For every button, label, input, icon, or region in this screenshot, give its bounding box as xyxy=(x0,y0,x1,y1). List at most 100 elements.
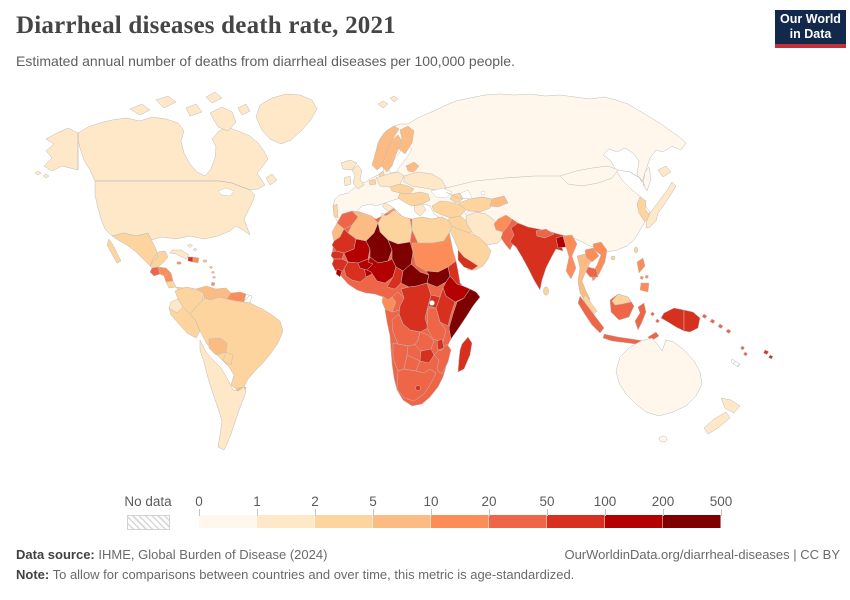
country-mexico[interactable] xyxy=(111,232,169,269)
country-tanzania[interactable] xyxy=(426,307,447,343)
country-iceland[interactable] xyxy=(340,159,358,171)
country-australia[interactable] xyxy=(615,337,703,417)
country-angola[interactable] xyxy=(391,313,421,347)
country-paraguay[interactable] xyxy=(222,351,234,366)
country-new-caledonia[interactable] xyxy=(730,358,741,368)
owid-logo[interactable]: Our World in Data xyxy=(775,10,846,48)
country-sierra-leone-liberia[interactable] xyxy=(335,268,343,278)
country-canada[interactable] xyxy=(77,116,269,191)
country-usa[interactable] xyxy=(94,180,256,241)
country-germany-poland[interactable] xyxy=(375,171,405,188)
country-solomon-islands[interactable] xyxy=(701,313,732,334)
country-turkey[interactable] xyxy=(431,200,467,219)
legend-segment[interactable] xyxy=(663,515,721,528)
footer-link[interactable]: OurWorldinData.org/diarrheal-diseases | … xyxy=(564,547,840,562)
country-tasmania[interactable] xyxy=(658,435,668,443)
country-greenland[interactable] xyxy=(255,93,318,145)
country-finland[interactable] xyxy=(397,125,415,155)
country-philippines[interactable] xyxy=(636,257,650,293)
country-ireland[interactable] xyxy=(343,175,352,187)
country-vanuatu[interactable] xyxy=(740,345,748,357)
country-yemen[interactable] xyxy=(457,249,479,271)
country-lesser-antilles[interactable] xyxy=(208,265,217,280)
legend-tick-label: 1 xyxy=(253,494,261,509)
legend-tick-mark xyxy=(431,509,432,516)
country-sulawesi[interactable] xyxy=(634,302,647,331)
country-argentina-chile[interactable] xyxy=(199,339,247,451)
country-hainan[interactable] xyxy=(610,255,616,261)
country-papua-new-guinea[interactable] xyxy=(683,309,701,333)
country-brazil[interactable] xyxy=(189,296,284,392)
country-puerto-rico[interactable] xyxy=(202,259,208,263)
legend-segment[interactable] xyxy=(547,515,605,528)
country-malaysia-borneo[interactable] xyxy=(611,293,632,306)
legend-segment[interactable] xyxy=(605,515,663,528)
country-haiti[interactable] xyxy=(187,256,194,263)
country-sri-lanka[interactable] xyxy=(543,286,549,296)
border-russia-china xyxy=(617,169,646,187)
legend-tick-label: 200 xyxy=(651,494,675,509)
country-thailand[interactable] xyxy=(576,253,592,304)
data-source-label: Data source: xyxy=(16,547,95,562)
country-jamaica[interactable] xyxy=(176,261,182,265)
country-greece[interactable] xyxy=(413,203,427,217)
country-mozambique[interactable] xyxy=(433,343,452,375)
legend-segment[interactable] xyxy=(431,515,489,528)
country-norway[interactable] xyxy=(371,125,400,171)
country-india[interactable] xyxy=(509,222,567,291)
country-baja-california[interactable] xyxy=(106,238,122,264)
country-alaska[interactable] xyxy=(43,127,79,172)
country-portugal[interactable] xyxy=(332,203,339,219)
country-trinidad[interactable] xyxy=(210,281,216,287)
country-central-europe[interactable] xyxy=(389,183,415,195)
legend-tick-label: 2 xyxy=(311,494,319,509)
country-eurasia-base[interactable] xyxy=(332,93,687,253)
country-saudi-arabia[interactable] xyxy=(446,223,492,271)
country-dominican-republic[interactable] xyxy=(192,256,200,264)
country-somalia[interactable] xyxy=(448,288,481,340)
country-mongolia[interactable] xyxy=(559,165,619,187)
country-south-sudan[interactable] xyxy=(425,266,451,288)
lake-victoria xyxy=(429,300,435,306)
footer-note-label: Note: xyxy=(16,567,50,582)
country-lesotho[interactable] xyxy=(415,385,421,391)
country-south-africa[interactable] xyxy=(396,368,437,402)
country-nepal[interactable] xyxy=(535,228,555,239)
country-zimbabwe[interactable] xyxy=(419,348,435,364)
country-iran[interactable] xyxy=(465,211,505,246)
country-guatemala[interactable] xyxy=(149,266,161,277)
country-myanmar[interactable] xyxy=(562,234,578,280)
country-arctic-islands[interactable] xyxy=(129,91,399,132)
country-madagascar[interactable] xyxy=(457,336,473,373)
legend-segment[interactable] xyxy=(315,515,373,528)
country-bahamas[interactable] xyxy=(187,243,198,252)
country-papua-indonesia[interactable] xyxy=(660,307,685,332)
country-guinea[interactable] xyxy=(331,258,349,276)
legend-segment[interactable] xyxy=(373,515,431,528)
country-namibia[interactable] xyxy=(392,342,409,372)
country-baltic-states[interactable] xyxy=(405,161,420,173)
country-taiwan[interactable] xyxy=(633,246,639,254)
country-japan[interactable] xyxy=(645,165,677,229)
country-costa-rica[interactable] xyxy=(165,280,177,289)
legend-tick-label: 100 xyxy=(593,494,617,509)
country-moluccas[interactable] xyxy=(650,311,660,324)
legend-tick-label: 50 xyxy=(539,494,555,509)
country-newfoundland[interactable] xyxy=(265,173,278,186)
country-cambodia[interactable] xyxy=(585,266,599,278)
country-fiji[interactable] xyxy=(763,349,774,360)
legend-segment[interactable] xyxy=(257,515,315,528)
country-new-zealand[interactable] xyxy=(703,397,741,435)
country-egypt[interactable] xyxy=(411,216,453,244)
legend-segment[interactable] xyxy=(489,515,547,528)
country-benelux[interactable] xyxy=(368,178,377,186)
country-aleutians[interactable] xyxy=(34,170,50,179)
legend-segment[interactable] xyxy=(199,515,257,528)
country-uk[interactable] xyxy=(351,164,365,190)
legend-tick-mark xyxy=(315,509,316,516)
country-cuba[interactable] xyxy=(169,249,190,260)
country-laos[interactable] xyxy=(584,247,600,263)
legend-no-data-swatch[interactable] xyxy=(127,515,170,530)
country-sumatra[interactable] xyxy=(577,295,605,334)
country-balkans-romania[interactable] xyxy=(397,191,431,207)
